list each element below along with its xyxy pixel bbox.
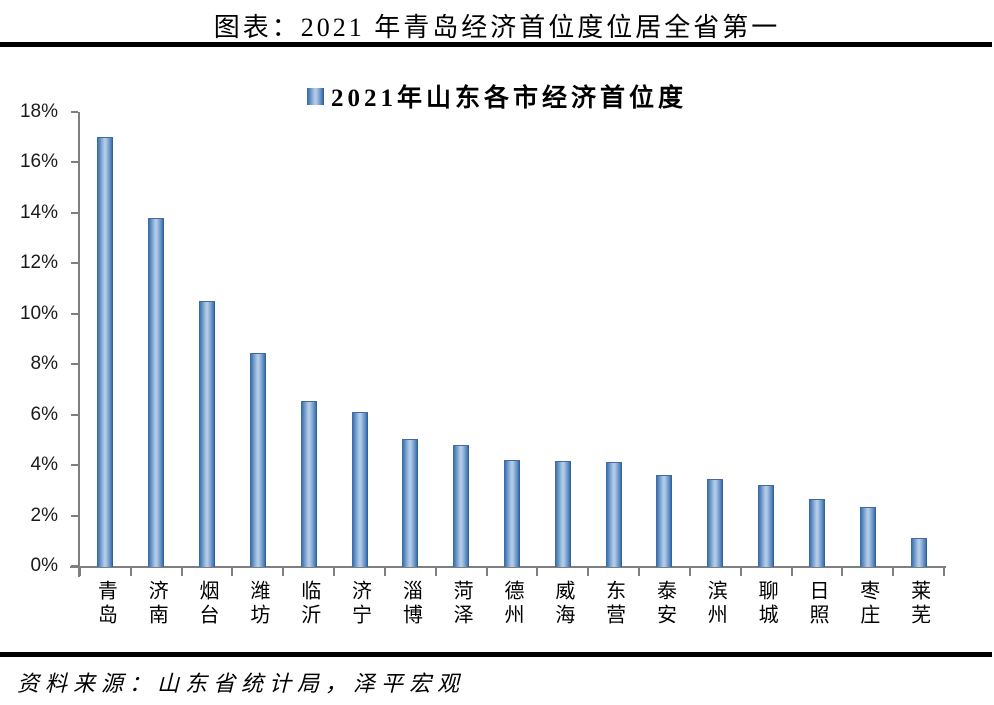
x-label: 烟台 (196, 580, 219, 628)
y-tick-label: 8% (30, 353, 58, 375)
bar (758, 485, 775, 567)
bar (300, 400, 317, 567)
x-tick (231, 568, 234, 576)
y-tick-label: 18% (19, 101, 58, 122)
plot-area: 0% 2% 4% 6% 8% 10% 12% 14% 16% 18% 青岛 济南 烟台 潍坊 临沂 济宁 淄博菏… (20, 101, 946, 628)
bar (351, 412, 368, 567)
y-tick-label: 14% (19, 201, 58, 223)
x-tick (587, 568, 590, 576)
x-tick (434, 568, 437, 576)
y-axis-line (78, 112, 80, 577)
bar (605, 461, 622, 567)
y-tick (71, 514, 78, 517)
x-tick (536, 568, 539, 576)
x-tick (892, 568, 895, 576)
bar (808, 499, 825, 567)
bar (504, 460, 520, 567)
x-label: 济宁 (348, 580, 371, 628)
bar (453, 444, 470, 567)
x-label: 济南 (145, 580, 168, 628)
y-tick-label: 4% (30, 454, 58, 476)
x-tick (943, 568, 945, 576)
x-tick (282, 568, 285, 576)
chart-legend: 2021年山东各市经济首位度 (0, 78, 994, 114)
x-label: 枣庄 (856, 580, 879, 628)
x-label: 临沂 (297, 580, 320, 628)
y-tick (71, 312, 78, 315)
x-label: 德州 (501, 580, 523, 628)
y-tick (71, 262, 78, 265)
bar (707, 478, 724, 567)
x-tick (739, 568, 742, 576)
source-note: 资料来源：山东省统计局，泽平宏观 (17, 671, 466, 696)
y-tick-label: 6% (30, 403, 58, 425)
top-divider (0, 42, 992, 47)
bar (656, 475, 673, 567)
x-tick (383, 568, 386, 576)
x-tick (688, 568, 691, 576)
x-label: 莱芜 (907, 580, 930, 628)
bar (859, 506, 876, 567)
x-tick (790, 568, 793, 576)
x-label: 淄博 (399, 580, 422, 628)
y-tick-label: 0% (30, 555, 58, 576)
bar (97, 137, 114, 567)
x-label: 威海 (551, 580, 574, 628)
x-label: 菏泽 (450, 580, 473, 628)
x-tick (333, 568, 336, 576)
bar (402, 438, 419, 567)
y-tick (71, 413, 78, 416)
bottom-divider (0, 652, 992, 657)
y-tick-label: 10% (19, 302, 58, 324)
x-label: 聊城 (755, 580, 778, 628)
y-tick (71, 111, 78, 113)
x-label: 泰安 (653, 580, 676, 628)
y-tick (71, 464, 78, 467)
x-tick (485, 568, 488, 576)
x-tick (638, 568, 641, 576)
bar (199, 301, 216, 567)
y-tick (71, 363, 78, 366)
x-label: 日照 (805, 580, 828, 628)
bar (910, 538, 927, 567)
bar (148, 217, 165, 567)
page-title: 图表：2021 年青岛经济首位度位居全省第一 (213, 13, 781, 42)
x-tick (180, 568, 183, 576)
bar (249, 352, 266, 567)
x-label: 滨州 (704, 580, 727, 628)
x-tick (129, 568, 132, 576)
legend-swatch-icon (306, 87, 324, 105)
y-tick-label: 16% (19, 151, 58, 173)
x-label: 潍坊 (246, 580, 269, 628)
x-axis-line (70, 566, 946, 568)
x-tick (841, 568, 844, 576)
y-tick (71, 161, 78, 164)
x-tick (79, 568, 81, 576)
y-tick-label: 2% (30, 504, 58, 526)
y-tick (71, 211, 78, 214)
x-label: 东营 (602, 580, 625, 628)
legend-label: 2021年山东各市经济首位度 (330, 85, 687, 112)
y-tick-label: 12% (19, 252, 58, 274)
bar (554, 460, 571, 567)
x-label: 青岛 (94, 580, 117, 628)
y-tick (71, 565, 78, 567)
